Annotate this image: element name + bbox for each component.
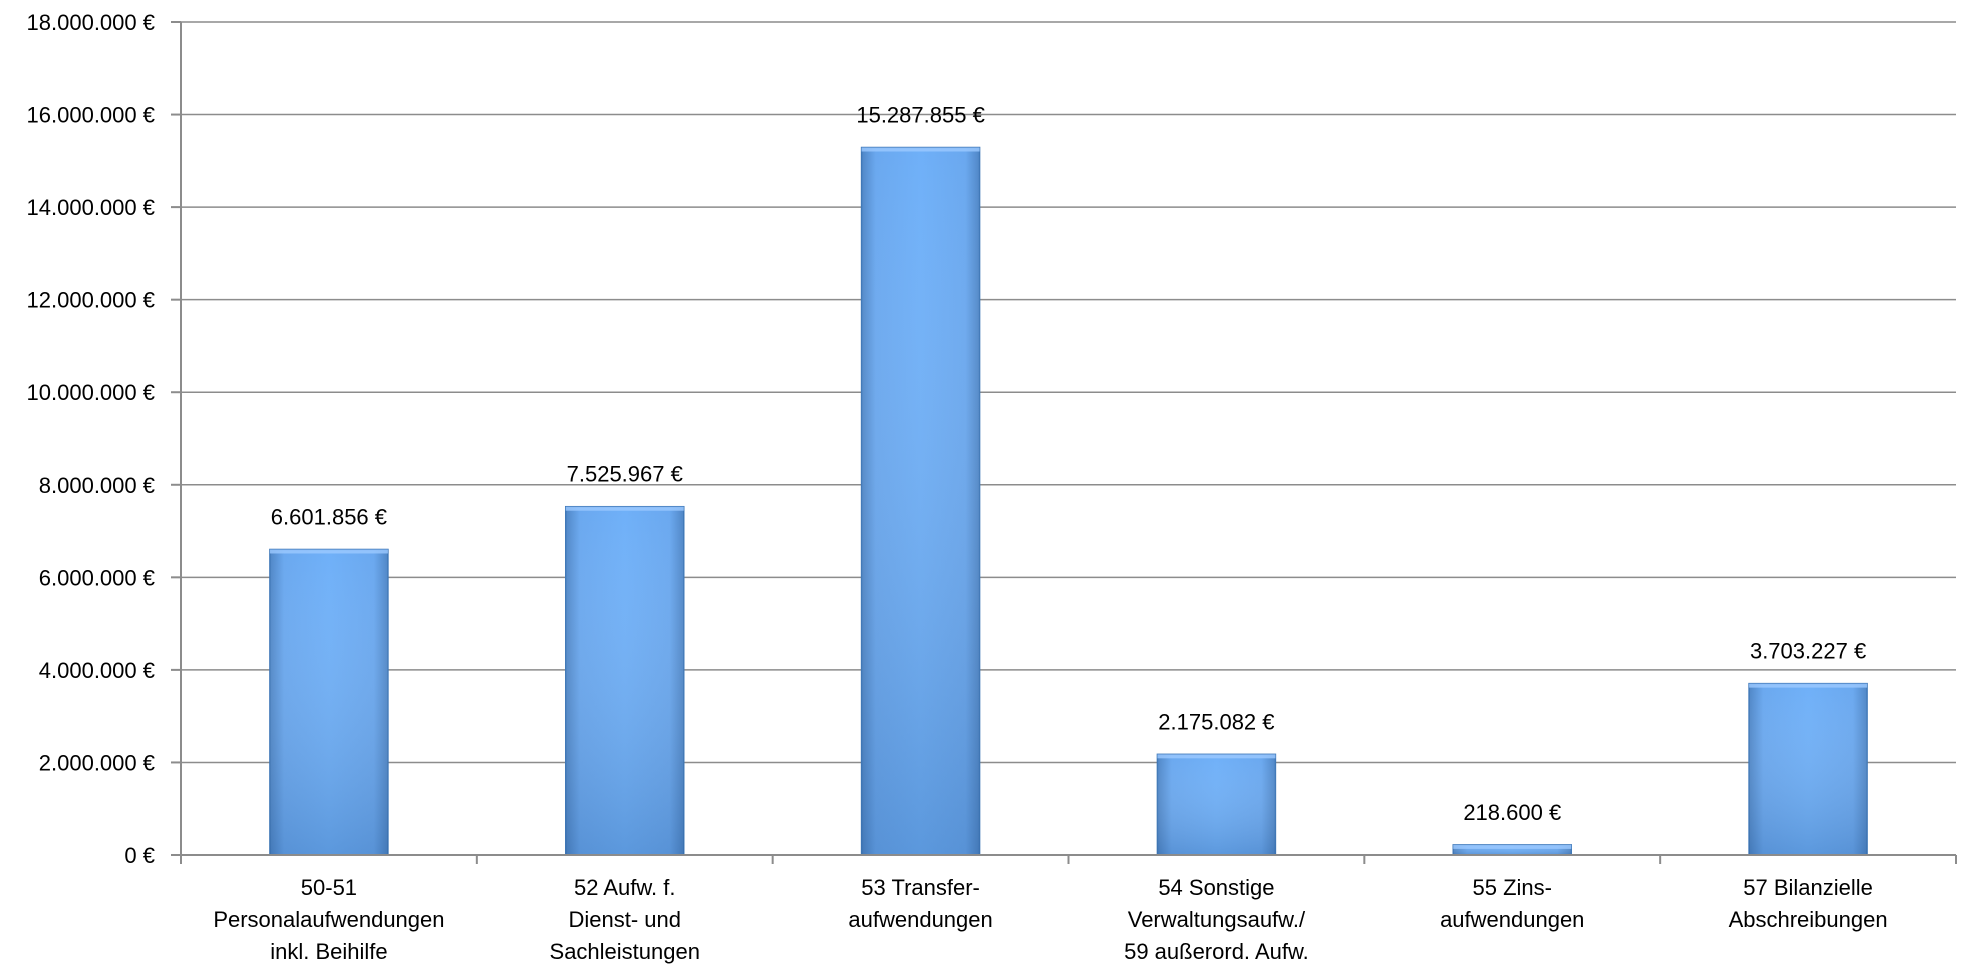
category-label-line: 52 Aufw. f. [574,875,676,900]
bar-shade [269,549,388,855]
x-category-labels: 50-51 Personalaufwendungen inkl. Beihilfe5… [213,875,1887,964]
data-label: 6.601.856 € [271,504,387,529]
category-label-line: 59 außerord. Aufw. [1124,939,1309,964]
bar [565,505,685,856]
y-tick-label: 0 € [124,843,155,868]
bar [860,146,981,856]
data-labels: 6.601.856 € 7.525.967 € 15.287.855 € 2.175.… [271,103,1866,825]
category-label-line: inkl. Beihilfe [270,939,387,964]
category-label-line: 50-51 [301,875,357,900]
bar-highlight [1749,683,1868,688]
bar [1748,682,1868,856]
y-tick-label: 8.000.000 € [39,473,155,498]
gridlines [181,21,1956,764]
y-tick-label: 4.000.000 € [39,658,155,683]
bar-shade [1453,844,1572,855]
bar-shade [565,506,684,855]
data-label: 7.525.967 € [567,462,683,487]
x-category-label: 54 Sonstige Verwaltungsaufw./ 59 außerord.… [1124,875,1309,964]
category-label-line: 53 Transfer- [861,875,980,900]
bar-highlight [1157,754,1276,759]
bar-shade [1749,683,1868,855]
bar-shade [1157,754,1276,855]
bar-shade [861,147,980,856]
category-label-line: 55 Zins- [1473,875,1552,900]
category-label-line: Verwaltungsaufw./ [1128,907,1306,932]
data-label: 3.703.227 € [1750,639,1866,664]
x-category-label: 57 Bilanzielle Abschreibungen [1729,875,1888,932]
y-tick-label: 16.000.000 € [27,103,155,128]
bar-highlight [565,506,684,511]
bar-highlight [861,147,980,152]
y-tick-label: 14.000.000 € [27,195,155,220]
category-label-line: 57 Bilanzielle [1743,875,1873,900]
data-label: 2.175.082 € [1158,709,1274,734]
category-label-line: aufwendungen [848,907,992,932]
data-label: 218.600 € [1463,800,1561,825]
axes [171,21,1957,864]
bars [269,146,1868,856]
category-label-line: Sachleistungen [550,939,700,964]
category-label-line: aufwendungen [1440,907,1584,932]
bar-highlight [269,549,388,554]
x-category-label: 52 Aufw. f. Dienst- und Sachleistungen [550,875,700,964]
y-tick-label: 6.000.000 € [39,565,155,590]
category-label-line: Dienst- und [568,907,681,932]
x-category-label: 55 Zins-aufwendungen [1440,875,1584,932]
x-category-label: 53 Transfer-aufwendungen [848,875,992,932]
y-tick-label: 12.000.000 € [27,288,155,313]
category-label-line: Personalaufwendungen [213,907,444,932]
y-tick-label: 2.000.000 € [39,750,155,775]
bar [1452,844,1572,856]
x-category-label: 50-51 Personalaufwendungen inkl. Beihilfe [213,875,444,964]
y-tick-label: 18.000.000 € [27,10,155,35]
category-label-line: Abschreibungen [1729,907,1888,932]
category-label-line: 54 Sonstige [1158,875,1274,900]
y-tick-labels: 0 € 2.000.000 € 4.000.000 € 6.000.000 € 8.00… [27,10,155,868]
data-label: 15.287.855 € [856,103,984,128]
bar-highlight [1453,844,1572,849]
bar [1156,753,1277,856]
bar [269,548,389,856]
y-tick-label: 10.000.000 € [27,380,155,405]
